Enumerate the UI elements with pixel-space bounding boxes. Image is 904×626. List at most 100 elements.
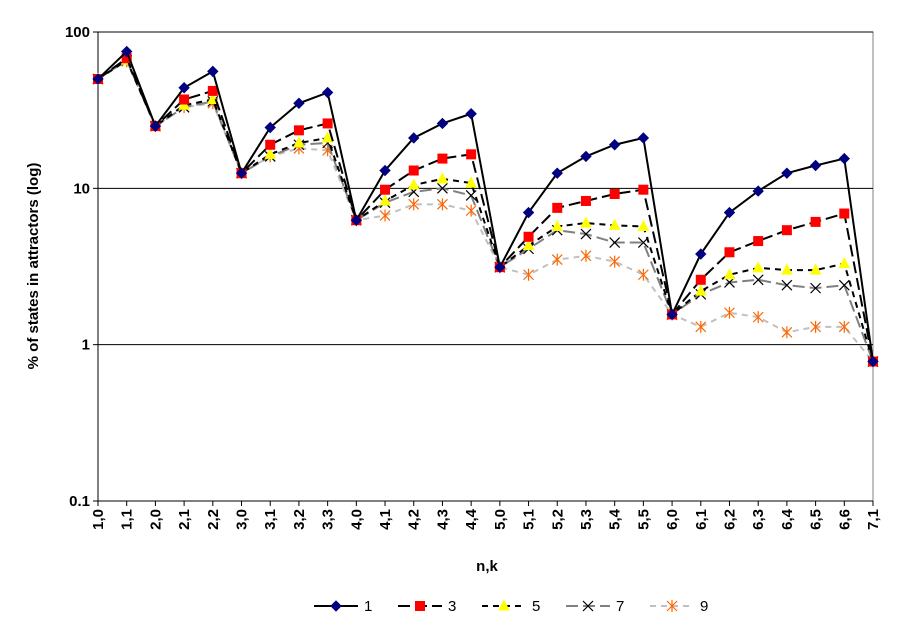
data-point-series-1 — [809, 159, 822, 172]
data-point-series-3 — [609, 188, 620, 199]
data-point-series-5 — [293, 136, 305, 148]
data-point-series-1 — [580, 150, 592, 163]
x-tick-label: 3,0 — [234, 509, 251, 530]
data-point-series-5 — [206, 92, 219, 105]
data-point-series-9 — [838, 320, 850, 333]
data-point-series-3 — [724, 247, 735, 258]
data-point-series-9 — [666, 600, 678, 612]
data-point-series-3 — [265, 139, 276, 150]
data-point-series-7 — [838, 279, 850, 291]
data-point-series-1 — [235, 167, 248, 179]
data-point-series-9 — [810, 320, 822, 333]
x-tick-label: 5,4 — [607, 508, 624, 530]
y-axis-title: % of states in attractors (log) — [25, 163, 42, 370]
data-point-series-1 — [781, 167, 793, 179]
data-point-series-9 — [724, 306, 735, 319]
data-point-series-5 — [465, 176, 477, 188]
data-point-series-9 — [437, 198, 448, 211]
data-point-series-3 — [322, 118, 333, 129]
data-point-series-1 — [330, 600, 342, 612]
data-point-series-5 — [694, 284, 707, 296]
data-point-series-1 — [695, 248, 707, 260]
data-point-series-9 — [580, 249, 592, 262]
series-line-3 — [97, 56, 874, 362]
data-point-series-5 — [264, 147, 277, 159]
x-tick-label: 5,3 — [578, 509, 595, 530]
x-tick-label: 7,1 — [865, 509, 882, 530]
x-tick-label: 2,2 — [205, 509, 222, 530]
data-point-series-1 — [551, 167, 563, 179]
x-tick-label: 4,1 — [377, 509, 394, 530]
data-point-series-1 — [120, 45, 133, 58]
data-point-series-9 — [695, 320, 707, 333]
data-point-series-7 — [580, 228, 592, 240]
plot-area — [97, 31, 874, 502]
x-tick-label: 6,2 — [721, 509, 738, 530]
data-point-series-3 — [380, 184, 391, 195]
x-tick-label: 6,1 — [693, 509, 710, 530]
data-point-series-9 — [752, 311, 764, 324]
data-point-series-9 — [637, 268, 649, 281]
x-tick-label: 6,3 — [750, 509, 767, 530]
x-tick-label: 3,3 — [320, 509, 337, 530]
x-tick-label: 6,4 — [779, 508, 796, 530]
data-point-series-1 — [723, 206, 736, 219]
data-point-series-1 — [350, 214, 363, 226]
data-point-series-9 — [781, 326, 793, 339]
data-point-series-1 — [436, 117, 449, 130]
data-point-series-1 — [379, 164, 391, 177]
legend-label-9: 9 — [700, 598, 708, 615]
data-point-series-3 — [781, 225, 792, 236]
data-point-series-3 — [695, 274, 706, 285]
data-point-series-1 — [522, 206, 535, 219]
data-point-series-9 — [408, 198, 420, 211]
legend-label-3: 3 — [448, 598, 456, 615]
data-point-series-5 — [407, 178, 420, 190]
data-point-series-1 — [408, 132, 420, 144]
x-tick-label: 3,1 — [262, 509, 279, 530]
x-tick-label: 1,0 — [90, 509, 107, 530]
data-point-series-7 — [609, 237, 621, 248]
data-point-series-1 — [752, 185, 764, 197]
data-point-series-3 — [293, 125, 304, 136]
series-group — [92, 45, 879, 368]
data-point-series-1 — [666, 308, 678, 321]
series-line-9 — [97, 59, 874, 363]
x-tick-label: 6,5 — [808, 509, 825, 530]
data-point-series-3 — [408, 165, 419, 176]
legend: 1 3 5 7 9 — [314, 598, 708, 615]
data-point-series-3 — [638, 184, 649, 195]
data-point-series-5 — [781, 263, 793, 275]
data-point-series-7 — [810, 282, 822, 294]
data-point-series-3 — [415, 601, 425, 611]
data-point-series-3 — [580, 195, 591, 206]
legend-label-7: 7 — [616, 598, 624, 615]
data-point-series-1 — [207, 65, 219, 78]
data-point-series-1 — [321, 86, 334, 99]
y-tick-label: 0.1 — [69, 493, 90, 510]
data-point-series-9 — [379, 209, 391, 222]
data-point-series-1 — [465, 108, 477, 120]
x-tick-label: 4,3 — [434, 509, 451, 530]
y-tick-label: 10 — [73, 180, 90, 197]
data-point-series-3 — [179, 94, 190, 105]
legend-label-5: 5 — [532, 598, 540, 615]
y-tick-label: 1 — [82, 337, 90, 354]
data-point-series-1 — [637, 132, 650, 144]
data-point-series-9 — [465, 204, 477, 217]
x-tick-label: 4,4 — [463, 508, 480, 530]
data-point-series-9 — [551, 253, 563, 266]
x-axis-title: n,k — [476, 558, 498, 575]
data-point-series-5 — [379, 194, 391, 206]
data-point-series-1 — [838, 152, 851, 165]
data-point-series-1 — [494, 261, 506, 273]
data-point-series-1 — [149, 120, 162, 132]
series-1 — [92, 45, 879, 368]
data-point-series-5 — [321, 131, 334, 143]
series-line-5 — [97, 58, 874, 362]
data-point-series-7 — [752, 274, 764, 286]
data-point-series-5 — [838, 257, 851, 269]
data-point-series-5 — [436, 172, 449, 184]
x-tick-label: 6,0 — [664, 509, 681, 530]
